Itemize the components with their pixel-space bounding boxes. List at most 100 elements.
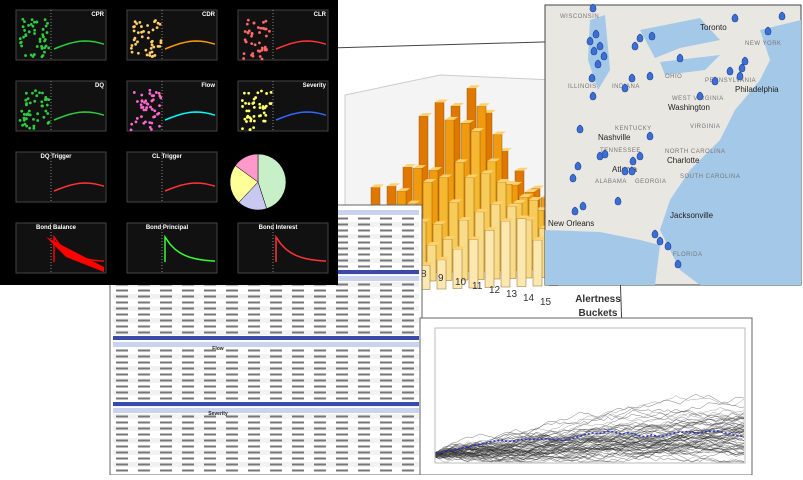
table-row bbox=[113, 384, 419, 389]
cell-text bbox=[138, 361, 150, 364]
table-row bbox=[113, 348, 419, 353]
cell-text bbox=[182, 415, 194, 418]
cell-text bbox=[402, 301, 414, 304]
cell-text bbox=[402, 241, 414, 244]
cell-text bbox=[402, 439, 414, 442]
scatter-dot bbox=[19, 41, 22, 45]
cell-text bbox=[314, 397, 326, 400]
scatter-dot bbox=[23, 122, 27, 126]
map-pin bbox=[636, 151, 644, 161]
scatter-dot bbox=[158, 124, 161, 128]
scatter-dot bbox=[154, 19, 157, 22]
map-pin bbox=[621, 83, 629, 93]
scatter-dot bbox=[35, 45, 39, 48]
scatter-dot bbox=[22, 112, 26, 116]
cell-text bbox=[204, 457, 216, 460]
x-tick-label: 13 bbox=[506, 289, 518, 300]
scatter-dot bbox=[44, 24, 48, 28]
scatter-dot bbox=[243, 117, 247, 121]
map-pin bbox=[592, 29, 600, 39]
bar-top bbox=[471, 128, 484, 132]
cell-text bbox=[204, 319, 216, 322]
cell-text bbox=[292, 331, 304, 334]
cell-text bbox=[182, 295, 194, 298]
cell-text bbox=[336, 427, 348, 430]
scatter-dot bbox=[269, 102, 273, 105]
bar-top bbox=[475, 208, 488, 212]
sim-path bbox=[435, 407, 745, 456]
cell-text bbox=[138, 415, 150, 418]
map-pin bbox=[621, 166, 629, 176]
scatter-dot bbox=[269, 90, 273, 94]
cell-text bbox=[358, 253, 370, 256]
scatter-dot bbox=[33, 32, 36, 35]
bar-top bbox=[435, 99, 448, 103]
map-pin bbox=[731, 13, 739, 23]
bar-top bbox=[491, 201, 504, 205]
cell-text bbox=[380, 427, 392, 430]
scatter-dot bbox=[31, 55, 35, 58]
cell-text bbox=[402, 313, 414, 316]
scatter-dot bbox=[256, 26, 260, 29]
map-pin bbox=[589, 3, 597, 13]
bar bbox=[500, 221, 511, 288]
map-pin bbox=[631, 41, 639, 51]
scatter-dot bbox=[268, 29, 271, 33]
scatter-dot bbox=[27, 109, 31, 113]
bar-top bbox=[487, 158, 500, 162]
map-pin bbox=[676, 53, 684, 63]
scatter-dot bbox=[41, 33, 45, 37]
cell-text bbox=[270, 397, 282, 400]
cell-text bbox=[358, 295, 370, 298]
cell-text bbox=[292, 469, 304, 472]
pie-slice bbox=[229, 165, 259, 203]
cell-text bbox=[314, 445, 326, 448]
scatter-dot bbox=[157, 91, 161, 95]
cell-text bbox=[248, 421, 260, 424]
bar-top bbox=[499, 148, 512, 152]
map-pin bbox=[646, 71, 654, 81]
cell-text bbox=[358, 385, 370, 388]
cell-text bbox=[248, 457, 260, 460]
cell-text bbox=[380, 259, 392, 262]
cell-text bbox=[204, 427, 216, 430]
scatter-dot bbox=[150, 50, 154, 54]
cell-text bbox=[160, 445, 172, 448]
scatter-dot bbox=[151, 98, 155, 102]
cell-text bbox=[160, 451, 172, 454]
table-row bbox=[113, 426, 419, 431]
scatter-dot bbox=[43, 18, 47, 22]
scatter-dot bbox=[142, 29, 145, 33]
scatter-dot bbox=[258, 106, 262, 110]
cell-text bbox=[402, 367, 414, 370]
cell-text bbox=[182, 361, 194, 364]
bar-top bbox=[437, 256, 450, 260]
panel-title: CPR bbox=[91, 12, 104, 18]
mini-plot bbox=[126, 80, 218, 132]
cell-text bbox=[270, 289, 282, 292]
cell-text bbox=[380, 367, 392, 370]
cell-text bbox=[292, 379, 304, 382]
cell-text bbox=[336, 391, 348, 394]
scatter-dot bbox=[140, 25, 143, 28]
cell-text bbox=[358, 241, 370, 244]
table-row bbox=[113, 306, 419, 311]
cell-text bbox=[270, 445, 282, 448]
cell-text bbox=[226, 433, 238, 436]
sim-path bbox=[435, 410, 745, 455]
cell-text bbox=[358, 265, 370, 268]
map-pin bbox=[594, 59, 602, 69]
cell-text bbox=[336, 463, 348, 466]
dashboard-panel: CPR CDR CLR DQ Flow Severity DQ Trigger CL Trig… bbox=[0, 0, 338, 285]
cell-text bbox=[182, 439, 194, 442]
section-title: Flow bbox=[212, 346, 223, 352]
cell-text bbox=[380, 439, 392, 442]
map-pin bbox=[741, 56, 749, 66]
scatter-dot bbox=[40, 45, 44, 48]
cell-text bbox=[336, 289, 348, 292]
scatter-dot bbox=[146, 102, 150, 106]
cell-text bbox=[292, 439, 304, 442]
cell-text bbox=[380, 385, 392, 388]
scatter-dot bbox=[41, 35, 45, 39]
cell-text bbox=[138, 349, 150, 352]
